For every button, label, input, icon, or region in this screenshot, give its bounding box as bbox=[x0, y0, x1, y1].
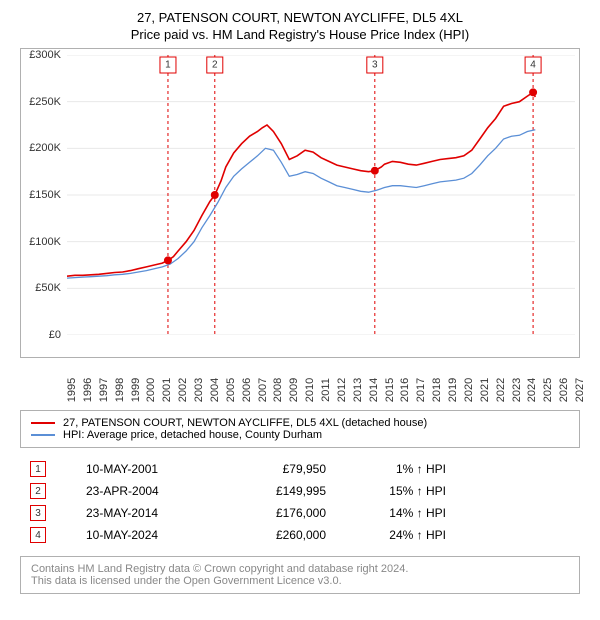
y-axis-labels: £0£50K£100K£150K£200K£250K£300K bbox=[21, 55, 65, 335]
x-tick-label: 2003 bbox=[193, 378, 205, 402]
x-tick-label: 2026 bbox=[558, 378, 570, 402]
x-tick-label: 1997 bbox=[98, 378, 110, 402]
svg-text:4: 4 bbox=[530, 60, 536, 71]
x-tick-label: 2007 bbox=[257, 378, 269, 402]
sale-price: £260,000 bbox=[236, 528, 326, 542]
x-tick-label: 2002 bbox=[177, 378, 189, 402]
chart-title-line2: Price paid vs. HM Land Registry's House … bbox=[10, 27, 590, 42]
sales-row: 2 23-APR-2004 £149,995 15% ↑ HPI bbox=[20, 480, 580, 502]
x-tick-label: 2011 bbox=[320, 378, 332, 402]
x-tick-label: 2024 bbox=[526, 378, 538, 402]
x-tick-label: 2000 bbox=[145, 378, 157, 402]
sale-date: 10-MAY-2024 bbox=[76, 528, 206, 542]
x-tick-label: 1999 bbox=[130, 378, 142, 402]
x-tick-label: 2001 bbox=[161, 378, 173, 402]
sale-marker-number: 4 bbox=[30, 527, 46, 543]
footer-line1: Contains HM Land Registry data © Crown c… bbox=[31, 563, 569, 575]
y-tick-label: £200K bbox=[29, 142, 61, 154]
sale-diff-vs-hpi: 24% ↑ HPI bbox=[356, 528, 446, 542]
x-tick-label: 2013 bbox=[352, 378, 364, 402]
chart-svg: 1 2 3 4 bbox=[67, 55, 575, 335]
footer-box: Contains HM Land Registry data © Crown c… bbox=[20, 556, 580, 594]
y-tick-label: £150K bbox=[29, 189, 61, 201]
x-tick-label: 2016 bbox=[399, 378, 411, 402]
x-tick-label: 2018 bbox=[431, 378, 443, 402]
chart-container: £0 £50K £100K £150K £200K £250K £300K 1 2 3 4 bbox=[20, 48, 580, 358]
y-tick-label: £100K bbox=[29, 236, 61, 248]
sales-row: 3 23-MAY-2014 £176,000 14% ↑ HPI bbox=[20, 502, 580, 524]
sale-diff-vs-hpi: 1% ↑ HPI bbox=[356, 462, 446, 476]
sale-date: 10-MAY-2001 bbox=[76, 462, 206, 476]
x-tick-label: 2015 bbox=[384, 378, 396, 402]
x-tick-label: 1996 bbox=[82, 378, 94, 402]
x-tick-label: 2006 bbox=[241, 378, 253, 402]
sale-date: 23-APR-2004 bbox=[76, 484, 206, 498]
x-tick-label: 2027 bbox=[574, 378, 586, 402]
sales-row: 4 10-MAY-2024 £260,000 24% ↑ HPI bbox=[20, 524, 580, 546]
sale-marker-number: 2 bbox=[30, 483, 46, 499]
x-tick-label: 2023 bbox=[511, 378, 523, 402]
x-tick-label: 1998 bbox=[114, 378, 126, 402]
legend-label-hpi: HPI: Average price, detached house, Coun… bbox=[63, 429, 322, 441]
svg-text:3: 3 bbox=[372, 60, 378, 71]
x-tick-label: 2005 bbox=[225, 378, 237, 402]
sale-diff-vs-hpi: 15% ↑ HPI bbox=[356, 484, 446, 498]
sale-marker-number: 1 bbox=[30, 461, 46, 477]
svg-text:1: 1 bbox=[165, 60, 171, 71]
y-tick-label: £300K bbox=[29, 49, 61, 61]
x-tick-label: 2019 bbox=[447, 378, 459, 402]
legend-box: 27, PATENSON COURT, NEWTON AYCLIFFE, DL5… bbox=[20, 410, 580, 448]
footer-line2: This data is licensed under the Open Gov… bbox=[31, 575, 569, 587]
sale-price: £176,000 bbox=[236, 506, 326, 520]
x-tick-label: 2010 bbox=[304, 378, 316, 402]
x-tick-label: 2021 bbox=[479, 378, 491, 402]
svg-text:2: 2 bbox=[212, 60, 218, 71]
sales-row: 1 10-MAY-2001 £79,950 1% ↑ HPI bbox=[20, 458, 580, 480]
sales-table: 1 10-MAY-2001 £79,950 1% ↑ HPI 2 23-APR-2004 £… bbox=[20, 458, 580, 546]
x-tick-label: 2008 bbox=[272, 378, 284, 402]
chart-title-line1: 27, PATENSON COURT, NEWTON AYCLIFFE, DL5… bbox=[10, 10, 590, 25]
legend-swatch-hpi bbox=[31, 434, 55, 436]
sale-date: 23-MAY-2014 bbox=[76, 506, 206, 520]
plot-area: 1 2 3 4 bbox=[67, 55, 575, 335]
x-tick-label: 2020 bbox=[463, 378, 475, 402]
x-tick-label: 2012 bbox=[336, 378, 348, 402]
x-tick-label: 2004 bbox=[209, 378, 221, 402]
sale-marker-number: 3 bbox=[30, 505, 46, 521]
chart-title-block: 27, PATENSON COURT, NEWTON AYCLIFFE, DL5… bbox=[10, 10, 590, 42]
legend-label-subject: 27, PATENSON COURT, NEWTON AYCLIFFE, DL5… bbox=[63, 417, 427, 429]
legend-swatch-subject bbox=[31, 422, 55, 424]
sale-diff-vs-hpi: 14% ↑ HPI bbox=[356, 506, 446, 520]
legend-row-hpi: HPI: Average price, detached house, Coun… bbox=[31, 429, 569, 441]
y-tick-label: £250K bbox=[29, 96, 61, 108]
y-tick-label: £50K bbox=[35, 282, 61, 294]
sale-price: £79,950 bbox=[236, 462, 326, 476]
x-tick-label: 2009 bbox=[288, 378, 300, 402]
x-tick-label: 2025 bbox=[542, 378, 554, 402]
x-axis-labels: 1995 1996 1997 1998 19992000 2001 2002 2003 2004… bbox=[20, 362, 580, 402]
legend-row-subject: 27, PATENSON COURT, NEWTON AYCLIFFE, DL5… bbox=[31, 417, 569, 429]
x-tick-label: 2014 bbox=[368, 378, 380, 402]
sale-price: £149,995 bbox=[236, 484, 326, 498]
x-tick-label: 2017 bbox=[415, 378, 427, 402]
x-tick-label: 1995 bbox=[66, 378, 78, 402]
x-tick-label: 2022 bbox=[495, 378, 507, 402]
y-tick-label: £0 bbox=[49, 329, 61, 341]
